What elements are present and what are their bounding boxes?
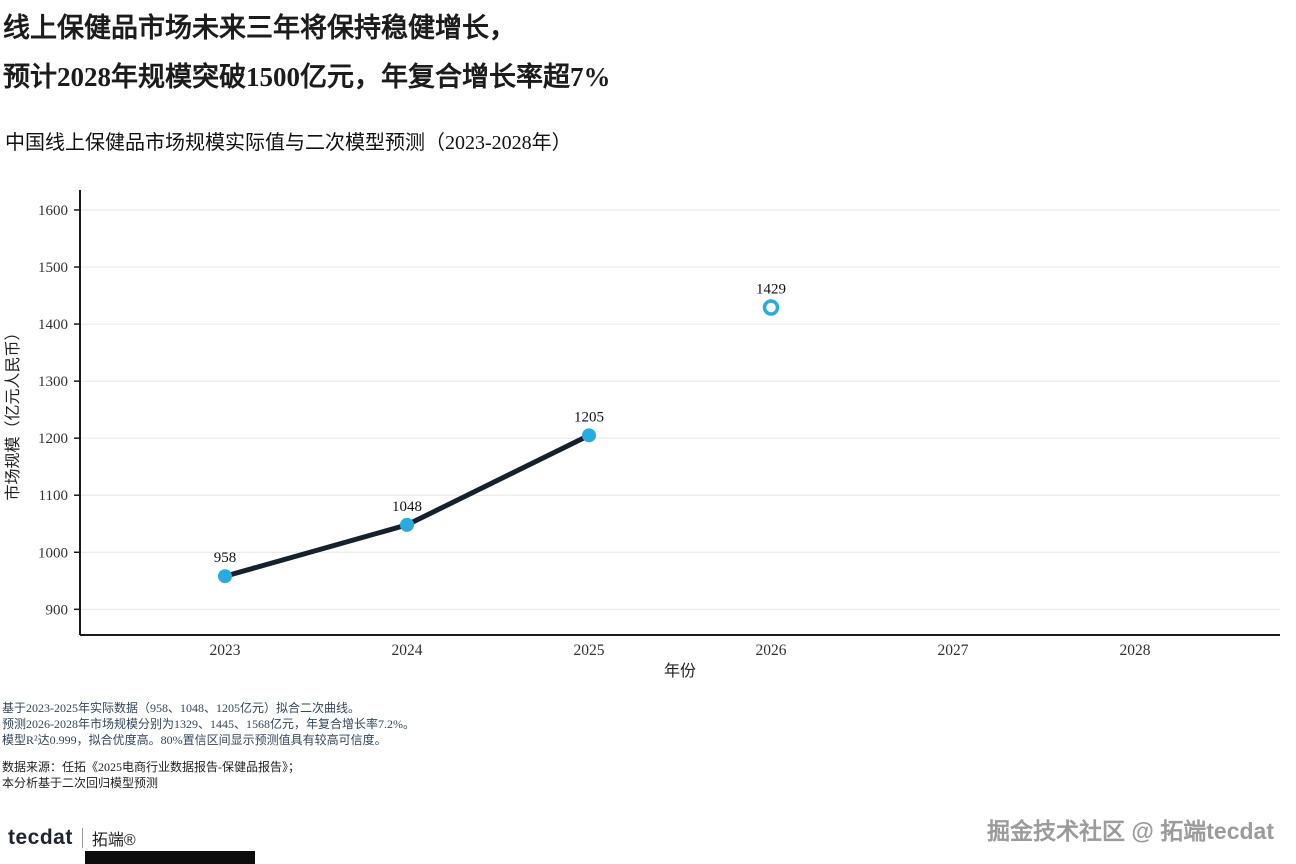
svg-text:2023: 2023 [210, 642, 241, 659]
svg-text:年份: 年份 [664, 662, 696, 680]
note-line: 基于2023-2025年实际数据（958、1048、1205亿元）拟合二次曲线。 [2, 701, 360, 715]
page-title-line1: 线上保健品市场未来三年将保持稳健增长， [3, 13, 516, 43]
chart-notes: 基于2023-2025年实际数据（958、1048、1205亿元）拟合二次曲线。… [2, 700, 415, 791]
svg-text:2027: 2027 [938, 642, 969, 659]
svg-text:1000: 1000 [38, 545, 68, 561]
svg-text:1500: 1500 [38, 260, 68, 276]
note-line: 模型R²达0.999，拟合优度高。80%置信区间显示预测值具有较高可信度。 [2, 733, 387, 747]
svg-text:1400: 1400 [38, 317, 68, 333]
svg-text:1200: 1200 [38, 431, 68, 447]
svg-text:1429: 1429 [756, 282, 786, 298]
watermark: 掘金技术社区 @ 拓端tecdat [987, 818, 1274, 844]
tecdat-logo: tecdat 拓端® [8, 826, 136, 850]
svg-text:2026: 2026 [756, 642, 787, 659]
svg-text:2024: 2024 [392, 642, 423, 659]
tecdat-logo-cn: 拓端® [91, 832, 136, 849]
svg-text:1048: 1048 [392, 499, 422, 515]
logo-bar [85, 851, 255, 864]
svg-text:1205: 1205 [574, 409, 604, 425]
chart-title: 中国线上保健品市场规模实际值与二次模型预测（2023-2028年） [5, 132, 572, 154]
source-notes: 数据来源：任拓《2025电商行业数据报告-保健品报告》； 本分析基于二次回归模型… [2, 759, 415, 791]
source-line: 本分析基于二次回归模型预测 [2, 776, 159, 790]
svg-text:2025: 2025 [574, 642, 605, 659]
page-title-line2: 预计2028年规模突破1500亿元，年复合增长率超7% [3, 62, 611, 93]
logo-divider [81, 828, 83, 848]
line-chart: 900 1000 1100 1200 1300 1400 1500 1600 2023 2024 2… [4, 190, 1280, 680]
svg-text:1600: 1600 [38, 203, 68, 219]
analysis-notes: 基于2023-2025年实际数据（958、1048、1205亿元）拟合二次曲线。… [2, 700, 415, 748]
svg-text:1300: 1300 [38, 374, 68, 390]
page-title: 线上保健品市场未来三年将保持稳健增长， 预计2028年规模突破1500亿元，年复… [3, 4, 611, 102]
svg-text:900: 900 [46, 602, 69, 618]
tecdat-logo-text: tecdat [8, 826, 73, 849]
source-line: 数据来源：任拓《2025电商行业数据报告-保健品报告》； [2, 760, 300, 774]
svg-text:2028: 2028 [1120, 642, 1151, 659]
note-line: 预测2026-2028年市场规模分别为1329、1445、1568亿元，年复合增… [2, 717, 415, 731]
svg-text:市场规模（亿元人民币）: 市场规模（亿元人民币） [4, 324, 22, 500]
svg-text:958: 958 [214, 550, 237, 566]
svg-text:1100: 1100 [39, 488, 68, 504]
